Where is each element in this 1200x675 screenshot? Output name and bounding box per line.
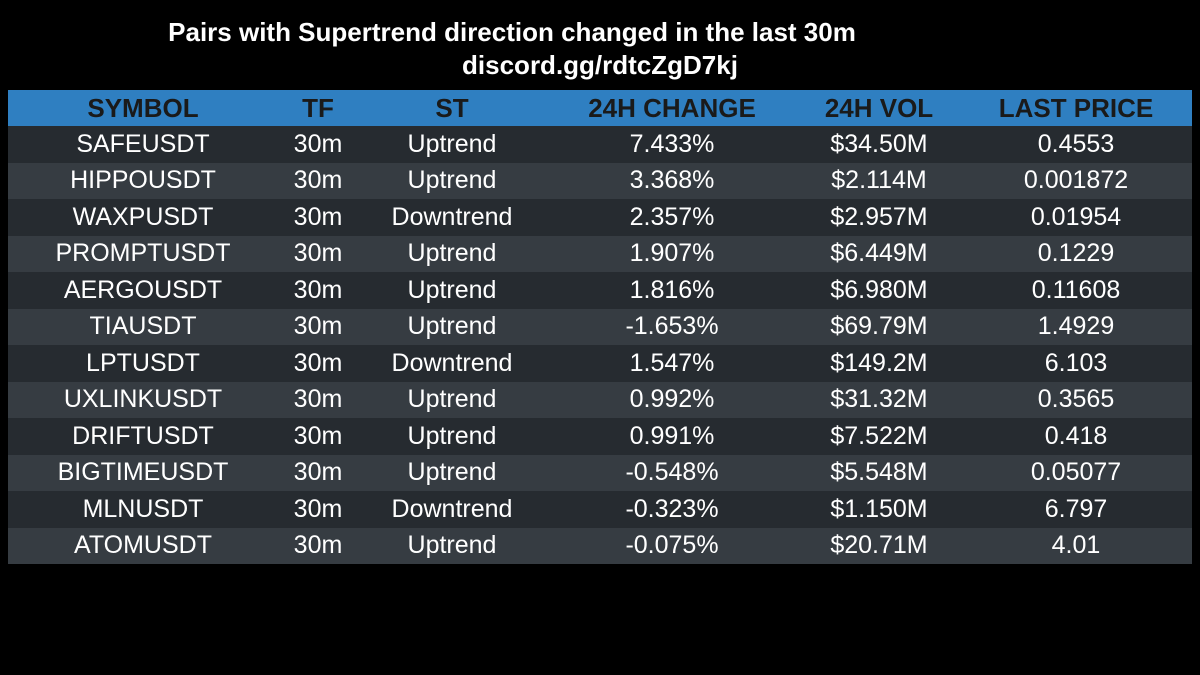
change-cell: 7.433% — [546, 126, 798, 163]
supertrend-cell: Uptrend — [358, 418, 546, 455]
supertrend-cell: Downtrend — [358, 199, 546, 236]
header-tf[interactable]: TF — [278, 90, 358, 126]
table-row[interactable]: PROMPTUSDT 30m Uptrend 1.907% $6.449M 0.1229 — [8, 235, 1192, 272]
change-cell: 0.992% — [546, 381, 798, 418]
timeframe-cell: 30m — [278, 381, 358, 418]
timeframe-cell: 30m — [278, 491, 358, 528]
timeframe-cell: 30m — [278, 308, 358, 345]
volume-cell: $31.32M — [798, 381, 960, 418]
price-cell: 0.3565 — [960, 381, 1192, 418]
symbol-cell: MLNUSDT — [8, 491, 278, 528]
volume-cell: $2.114M — [798, 162, 960, 199]
timeframe-cell: 30m — [278, 454, 358, 491]
supertrend-cell: Uptrend — [358, 162, 546, 199]
table-row[interactable]: BIGTIMEUSDT 30m Uptrend -0.548% $5.548M 0.050… — [8, 454, 1192, 491]
discord-link[interactable]: discord.gg/rdtcZgD7kj — [462, 50, 738, 80]
table-row[interactable]: ATOMUSDT 30m Uptrend -0.075% $20.71M 4.01 — [8, 527, 1192, 564]
price-cell: 6.103 — [960, 345, 1192, 382]
symbol-cell: LPTUSDT — [8, 345, 278, 382]
price-cell: 0.4553 — [960, 126, 1192, 163]
supertrend-cell: Uptrend — [358, 235, 546, 272]
timeframe-cell: 30m — [278, 199, 358, 236]
header-24h-vol[interactable]: 24H VOL — [798, 90, 960, 126]
table-row[interactable]: TIAUSDT 30m Uptrend -1.653% $69.79M 1.4929 — [8, 308, 1192, 345]
price-cell: 0.1229 — [960, 235, 1192, 272]
supertrend-cell: Downtrend — [358, 345, 546, 382]
volume-cell: $69.79M — [798, 308, 960, 345]
table-row[interactable]: UXLINKUSDT 30m Uptrend 0.992% $31.32M 0.3565 — [8, 381, 1192, 418]
timeframe-cell: 30m — [278, 345, 358, 382]
price-cell: 0.05077 — [960, 454, 1192, 491]
price-cell: 1.4929 — [960, 308, 1192, 345]
change-cell: 2.357% — [546, 199, 798, 236]
table-row[interactable]: AERGOUSDT 30m Uptrend 1.816% $6.980M 0.11608 — [8, 272, 1192, 309]
supertrend-cell: Uptrend — [358, 272, 546, 309]
volume-cell: $5.548M — [798, 454, 960, 491]
volume-cell: $2.957M — [798, 199, 960, 236]
change-cell: 1.907% — [546, 235, 798, 272]
supertrend-cell: Uptrend — [358, 527, 546, 564]
price-cell: 0.11608 — [960, 272, 1192, 309]
symbol-cell: HIPPOUSDT — [8, 162, 278, 199]
price-cell: 4.01 — [960, 527, 1192, 564]
timeframe-cell: 30m — [278, 235, 358, 272]
change-cell: -0.548% — [546, 454, 798, 491]
timeframe-cell: 30m — [278, 527, 358, 564]
symbol-cell: DRIFTUSDT — [8, 418, 278, 455]
symbol-cell: UXLINKUSDT — [8, 381, 278, 418]
supertrend-cell: Downtrend — [358, 491, 546, 528]
header-st[interactable]: ST — [358, 90, 546, 126]
table-row[interactable]: HIPPOUSDT 30m Uptrend 3.368% $2.114M 0.001872 — [8, 162, 1192, 199]
supertrend-table: SYMBOL TF ST 24H CHANGE 24H VOL LAST PRI… — [8, 90, 1192, 564]
table-row[interactable]: DRIFTUSDT 30m Uptrend 0.991% $7.522M 0.418 — [8, 418, 1192, 455]
table-row[interactable]: MLNUSDT 30m Downtrend -0.323% $1.150M 6.797 — [8, 491, 1192, 528]
supertrend-cell: Uptrend — [358, 454, 546, 491]
volume-cell: $20.71M — [798, 527, 960, 564]
volume-cell: $1.150M — [798, 491, 960, 528]
header-24h-change[interactable]: 24H CHANGE — [546, 90, 798, 126]
timeframe-cell: 30m — [278, 418, 358, 455]
volume-cell: $34.50M — [798, 126, 960, 163]
change-cell: -0.075% — [546, 527, 798, 564]
header-last-price[interactable]: LAST PRICE — [960, 90, 1192, 126]
price-cell: 0.01954 — [960, 199, 1192, 236]
table-body: SAFEUSDT 30m Uptrend 7.433% $34.50M 0.4553 HIP… — [8, 126, 1192, 564]
change-cell: 1.816% — [546, 272, 798, 309]
table-row[interactable]: LPTUSDT 30m Downtrend 1.547% $149.2M 6.103 — [8, 345, 1192, 382]
symbol-cell: TIAUSDT — [8, 308, 278, 345]
volume-cell: $7.522M — [798, 418, 960, 455]
page-title: Pairs with Supertrend direction changed … — [168, 17, 856, 47]
symbol-cell: BIGTIMEUSDT — [8, 454, 278, 491]
volume-cell: $6.980M — [798, 272, 960, 309]
volume-cell: $6.449M — [798, 235, 960, 272]
supertrend-cell: Uptrend — [358, 381, 546, 418]
timeframe-cell: 30m — [278, 272, 358, 309]
table-row[interactable]: SAFEUSDT 30m Uptrend 7.433% $34.50M 0.4553 — [8, 126, 1192, 163]
volume-cell: $149.2M — [798, 345, 960, 382]
price-cell: 0.418 — [960, 418, 1192, 455]
change-cell: 0.991% — [546, 418, 798, 455]
symbol-cell: WAXPUSDT — [8, 199, 278, 236]
change-cell: 1.547% — [546, 345, 798, 382]
supertrend-cell: Uptrend — [358, 126, 546, 163]
price-cell: 0.001872 — [960, 162, 1192, 199]
change-cell: -1.653% — [546, 308, 798, 345]
symbol-cell: SAFEUSDT — [8, 126, 278, 163]
timeframe-cell: 30m — [278, 162, 358, 199]
change-cell: -0.323% — [546, 491, 798, 528]
timeframe-cell: 30m — [278, 126, 358, 163]
symbol-cell: PROMPTUSDT — [8, 235, 278, 272]
symbol-cell: AERGOUSDT — [8, 272, 278, 309]
table-header-row: SYMBOL TF ST 24H CHANGE 24H VOL LAST PRI… — [8, 90, 1192, 126]
supertrend-cell: Uptrend — [358, 308, 546, 345]
table-row[interactable]: WAXPUSDT 30m Downtrend 2.357% $2.957M 0.01954 — [8, 199, 1192, 236]
header-symbol[interactable]: SYMBOL — [8, 90, 278, 126]
price-cell: 6.797 — [960, 491, 1192, 528]
symbol-cell: ATOMUSDT — [8, 527, 278, 564]
change-cell: 3.368% — [546, 162, 798, 199]
